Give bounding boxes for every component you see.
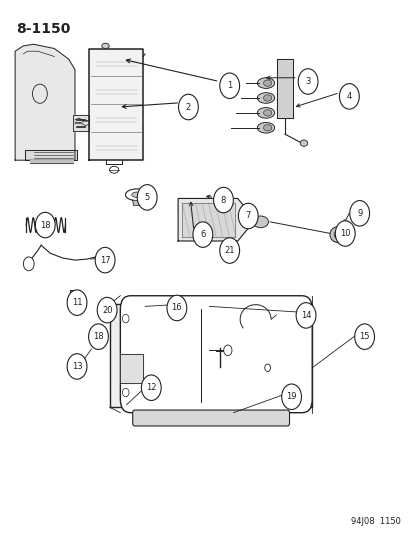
Text: 9: 9 [356, 209, 361, 218]
Text: 14: 14 [300, 311, 311, 320]
Circle shape [97, 297, 117, 323]
Circle shape [335, 221, 354, 246]
Circle shape [238, 203, 258, 229]
Text: 16: 16 [171, 303, 182, 312]
Ellipse shape [329, 227, 346, 243]
Text: 2: 2 [185, 102, 190, 111]
Circle shape [23, 257, 34, 271]
Ellipse shape [263, 95, 271, 101]
Circle shape [88, 324, 108, 350]
Circle shape [122, 314, 129, 323]
Circle shape [141, 375, 161, 400]
Text: 12: 12 [146, 383, 156, 392]
Text: 4: 4 [346, 92, 351, 101]
Ellipse shape [257, 78, 274, 88]
Circle shape [105, 306, 111, 314]
Circle shape [102, 303, 113, 317]
Ellipse shape [257, 123, 274, 133]
Polygon shape [29, 160, 73, 163]
Ellipse shape [263, 125, 271, 131]
Polygon shape [70, 290, 80, 304]
Polygon shape [133, 200, 141, 205]
Ellipse shape [131, 192, 142, 197]
Text: 20: 20 [102, 305, 112, 314]
Polygon shape [178, 198, 248, 241]
Ellipse shape [109, 166, 119, 173]
Text: 6: 6 [200, 230, 205, 239]
Circle shape [35, 212, 55, 238]
Circle shape [219, 238, 239, 263]
Text: 19: 19 [286, 392, 296, 401]
Polygon shape [110, 304, 311, 407]
Ellipse shape [299, 140, 307, 147]
Text: 8: 8 [220, 196, 225, 205]
Polygon shape [73, 115, 89, 131]
Circle shape [94, 328, 104, 341]
Circle shape [166, 295, 186, 321]
Polygon shape [182, 203, 234, 237]
FancyBboxPatch shape [120, 296, 311, 413]
Text: 13: 13 [71, 362, 82, 371]
Text: 21: 21 [224, 246, 234, 255]
Text: 5: 5 [144, 193, 150, 202]
Text: 18: 18 [40, 221, 50, 230]
Circle shape [178, 94, 198, 120]
Circle shape [192, 222, 212, 247]
Circle shape [297, 69, 317, 94]
FancyBboxPatch shape [133, 410, 289, 426]
Ellipse shape [125, 189, 148, 200]
Ellipse shape [102, 43, 109, 49]
Text: 18: 18 [93, 332, 104, 341]
Circle shape [349, 200, 369, 226]
Circle shape [67, 354, 87, 379]
Text: 3: 3 [305, 77, 310, 86]
Ellipse shape [333, 230, 342, 239]
Polygon shape [276, 59, 292, 118]
Circle shape [354, 324, 374, 350]
Ellipse shape [263, 110, 271, 116]
Text: 7: 7 [245, 212, 250, 221]
Circle shape [339, 84, 358, 109]
Text: 15: 15 [358, 332, 369, 341]
Ellipse shape [257, 93, 274, 103]
Circle shape [223, 345, 231, 356]
Circle shape [213, 187, 233, 213]
Circle shape [122, 388, 129, 397]
Text: 8-1150: 8-1150 [17, 22, 71, 36]
Polygon shape [25, 150, 77, 160]
Text: 17: 17 [100, 256, 110, 264]
Circle shape [281, 384, 301, 409]
Polygon shape [89, 49, 143, 160]
Text: 11: 11 [71, 298, 82, 307]
Text: 10: 10 [339, 229, 350, 238]
Circle shape [137, 184, 157, 210]
Text: 94J08  1150: 94J08 1150 [350, 517, 400, 526]
Polygon shape [120, 354, 143, 383]
Circle shape [219, 73, 239, 99]
Circle shape [295, 303, 315, 328]
Ellipse shape [252, 216, 268, 228]
Polygon shape [15, 44, 75, 160]
Ellipse shape [257, 108, 274, 118]
Ellipse shape [263, 80, 271, 86]
Circle shape [95, 247, 115, 273]
Circle shape [67, 290, 87, 316]
Text: 1: 1 [226, 81, 232, 90]
